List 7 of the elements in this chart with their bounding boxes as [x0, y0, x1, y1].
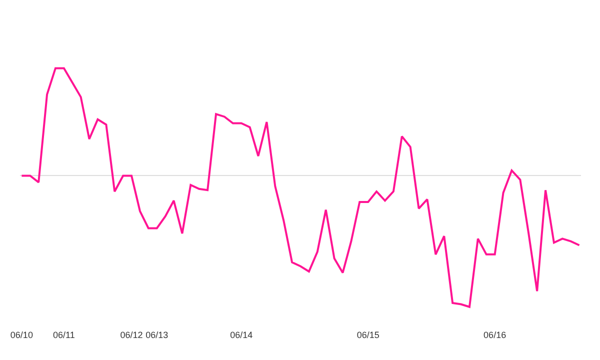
- x-tick-label: 06/14: [230, 330, 253, 340]
- x-tick-label: 06/11: [53, 330, 75, 340]
- x-tick-label: 06/15: [356, 330, 380, 340]
- x-tick-label: 06/16: [484, 330, 506, 340]
- x-tick-label: 06/10: [10, 330, 33, 340]
- x-tick-label: 06/13: [146, 330, 168, 340]
- x-tick-label: 06/12: [120, 330, 143, 340]
